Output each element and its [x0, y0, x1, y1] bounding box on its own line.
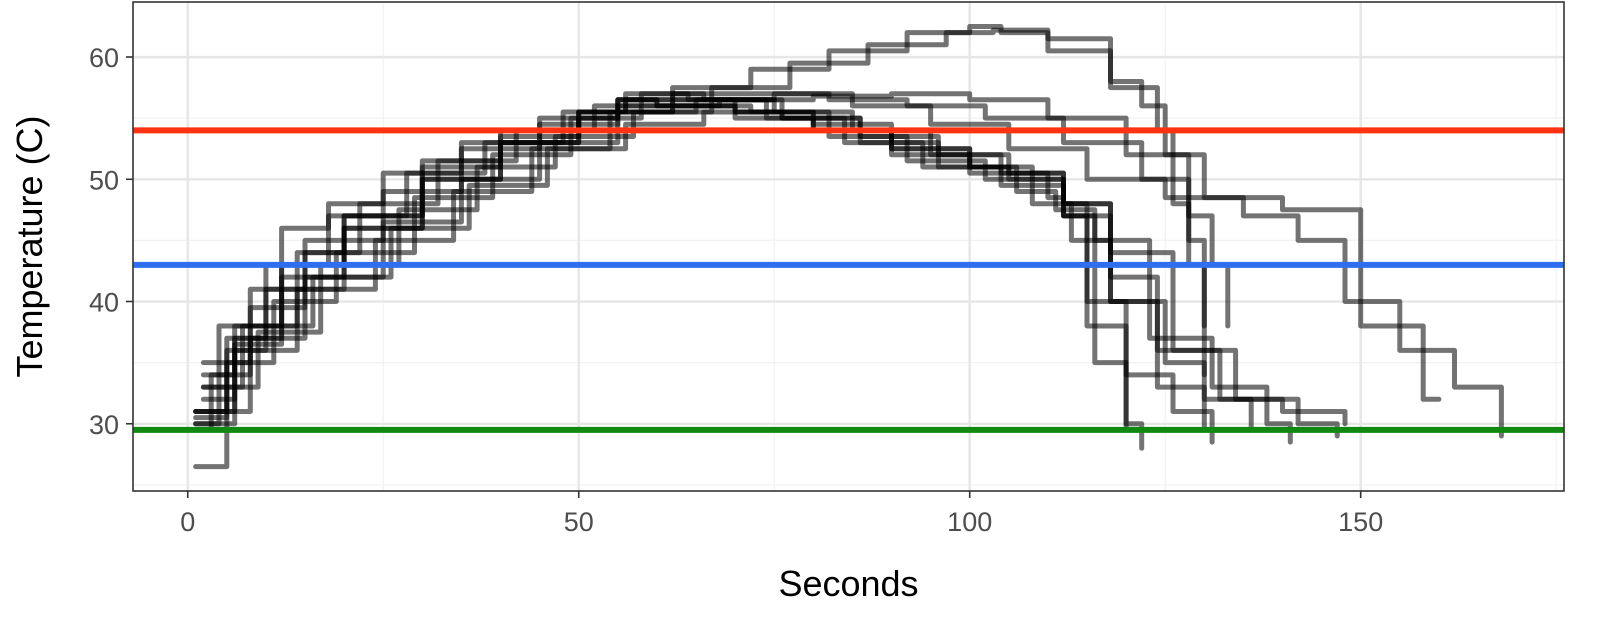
y-axis-title: Temperature (C) [9, 115, 50, 377]
x-axis-title: Seconds [778, 563, 918, 604]
y-tick-label: 50 [89, 165, 119, 195]
y-tick-label: 40 [89, 288, 119, 318]
x-tick-label: 50 [564, 507, 594, 537]
temperature-series-line-13 [200, 27, 1207, 390]
y-tick-label: 30 [89, 410, 119, 440]
temperature-series-line-11 [193, 91, 1504, 439]
axes: 0 50 100 150 30 40 50 60 [89, 1, 1565, 537]
x-tick-label: 100 [947, 507, 992, 537]
temperature-series-line-10 [200, 91, 1442, 402]
temperature-series-line-8 [200, 109, 1348, 427]
x-tick-label: 150 [1338, 507, 1383, 537]
temperature-series-group [193, 24, 1504, 470]
y-tick-label: 60 [89, 43, 119, 73]
major-gridlines [133, 2, 1564, 491]
plot-panel-border [132, 1, 1565, 492]
temperature-series-line-12 [193, 24, 1207, 427]
temperature-series-line-3 [200, 103, 1215, 445]
x-tick-label: 0 [180, 507, 195, 537]
reference-lines [133, 127, 1564, 433]
temperature-series-line-9 [193, 91, 1231, 421]
minor-gridlines [133, 2, 1564, 491]
